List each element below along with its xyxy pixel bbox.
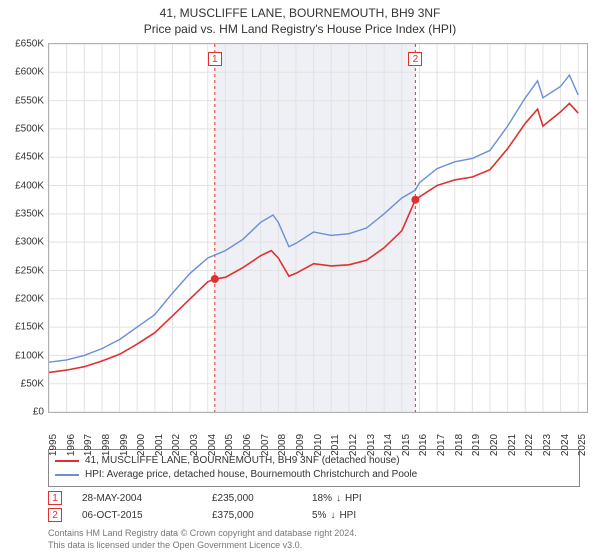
y-tick-label: £500K (15, 124, 44, 135)
x-tick-label: 2000 (136, 434, 142, 456)
x-tick-label: 2025 (577, 434, 583, 456)
event-diff-label: HPI (345, 493, 362, 504)
y-tick-label: £150K (15, 322, 44, 333)
x-tick-label: 1995 (48, 434, 54, 456)
event-date: 28-MAY-2004 (82, 493, 192, 504)
legend-label: HPI: Average price, detached house, Bour… (85, 468, 417, 482)
y-tick-label: £450K (15, 152, 44, 163)
x-tick-label: 2016 (418, 434, 424, 456)
x-tick-label: 2010 (313, 434, 319, 456)
event-marker-dot (211, 275, 219, 283)
event-diff: 18% ↓ HPI (312, 493, 362, 504)
x-tick-label: 2014 (383, 434, 389, 456)
x-tick-label: 2001 (154, 434, 160, 456)
x-tick-label: 2012 (348, 434, 354, 456)
x-tick-label: 2011 (330, 434, 336, 456)
y-tick-label: £200K (15, 293, 44, 304)
legend-row: 41, MUSCLIFFE LANE, BOURNEMOUTH, BH9 3NF… (55, 454, 573, 468)
chart-title-line2: Price paid vs. HM Land Registry's House … (0, 22, 600, 38)
x-tick-label: 1999 (119, 434, 125, 456)
x-tick-label: 2013 (366, 434, 372, 456)
x-tick-label: 2008 (277, 434, 283, 456)
legend-row: HPI: Average price, detached house, Bour… (55, 468, 573, 482)
arrow-down-icon: ↓ (336, 493, 341, 504)
x-tick-label: 2015 (401, 434, 407, 456)
x-tick-label: 2002 (171, 434, 177, 456)
y-tick-label: £300K (15, 237, 44, 248)
x-axis: 1995199619971998199920002001200220032004… (48, 415, 588, 451)
x-tick-label: 2018 (454, 434, 460, 456)
event-flag: 2 (48, 508, 62, 522)
legend-swatch (55, 460, 79, 462)
y-tick-label: £250K (15, 265, 44, 276)
x-tick-label: 2003 (189, 434, 195, 456)
x-tick-label: 2022 (524, 434, 530, 456)
x-tick-label: 1997 (83, 434, 89, 456)
x-tick-label: 1996 (66, 434, 72, 456)
event-flag-marker: 1 (208, 52, 222, 66)
y-axis: £0£50K£100K£150K£200K£250K£300K£350K£400… (0, 43, 48, 413)
x-tick-label: 2006 (242, 434, 248, 456)
x-tick-label: 2024 (560, 434, 566, 456)
arrow-down-icon: ↓ (330, 510, 335, 521)
event-diff-label: HPI (339, 510, 356, 521)
legend-label: 41, MUSCLIFFE LANE, BOURNEMOUTH, BH9 3NF… (85, 454, 400, 468)
x-tick-label: 2005 (224, 434, 230, 456)
x-tick-label: 2023 (542, 434, 548, 456)
plot-area: 12 (48, 43, 588, 413)
y-tick-label: £550K (15, 95, 44, 106)
event-flag-marker: 2 (408, 52, 422, 66)
event-diff-pct: 18% (312, 493, 332, 504)
x-tick-label: 2021 (507, 434, 513, 456)
chart-area: £0 £50K £100K £150K £200K £250K £300K £350K £400… (0, 43, 600, 433)
x-tick-label: 2004 (207, 434, 213, 456)
x-tick-label: 2020 (489, 434, 495, 456)
footer-line2: This data is licensed under the Open Gov… (48, 540, 580, 552)
y-tick-label: £50K (21, 378, 44, 389)
x-tick-label: 2017 (436, 434, 442, 456)
footer-line1: Contains HM Land Registry data © Crown c… (48, 528, 580, 540)
event-marker-dot (411, 196, 419, 204)
x-tick-label: 2007 (260, 434, 266, 456)
chart-titles: 41, MUSCLIFFE LANE, BOURNEMOUTH, BH9 3NF… (0, 0, 600, 37)
event-date: 06-OCT-2015 (82, 510, 192, 521)
footer: Contains HM Land Registry data © Crown c… (48, 528, 580, 551)
y-tick-label: £650K (15, 39, 44, 50)
event-diff: 5% ↓ HPI (312, 510, 356, 521)
x-tick-label: 2009 (295, 434, 301, 456)
x-tick-label: 1998 (101, 434, 107, 456)
y-tick-label: £400K (15, 180, 44, 191)
legend-swatch (55, 474, 79, 476)
event-row: 2 06-OCT-2015 £375,000 5% ↓ HPI (48, 508, 580, 522)
y-tick-label: £100K (15, 350, 44, 361)
event-diff-pct: 5% (312, 510, 326, 521)
y-tick-label: £350K (15, 209, 44, 220)
y-tick-label: £600K (15, 67, 44, 78)
event-flag: 1 (48, 491, 62, 505)
event-row: 1 28-MAY-2004 £235,000 18% ↓ HPI (48, 491, 580, 505)
y-tick-label: £0 (33, 407, 44, 418)
chart-title-line1: 41, MUSCLIFFE LANE, BOURNEMOUTH, BH9 3NF (0, 6, 600, 22)
event-price: £375,000 (212, 510, 292, 521)
event-price: £235,000 (212, 493, 292, 504)
x-tick-label: 2019 (471, 434, 477, 456)
event-list: 1 28-MAY-2004 £235,000 18% ↓ HPI 2 06-OCT-2015 £… (0, 491, 600, 522)
